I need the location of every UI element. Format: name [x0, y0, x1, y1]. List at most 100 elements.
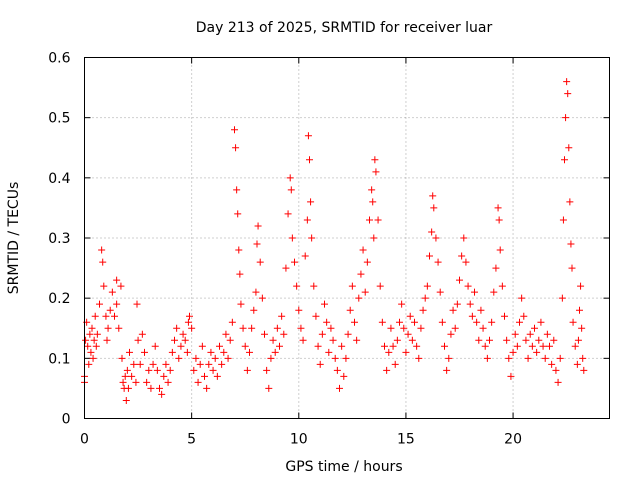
y-tick-label: 0.3	[48, 231, 70, 247]
data-point	[507, 372, 515, 380]
data-point	[445, 354, 453, 362]
data-point	[321, 300, 328, 308]
data-point	[400, 324, 408, 332]
data-point	[374, 216, 382, 224]
data-point	[389, 342, 397, 350]
grid-lines	[84, 57, 610, 419]
data-point	[156, 384, 163, 392]
data-point	[505, 354, 513, 362]
data-point	[361, 288, 369, 296]
data-point	[421, 294, 429, 302]
data-point	[271, 348, 279, 356]
data-point	[372, 168, 380, 176]
x-tick-label: 10	[290, 432, 308, 448]
data-point	[323, 318, 331, 326]
data-point	[430, 204, 438, 212]
data-point	[466, 300, 474, 308]
data-point	[564, 90, 572, 98]
data-point	[513, 342, 521, 350]
data-point	[492, 264, 500, 272]
data-point	[483, 354, 491, 362]
data-point	[566, 198, 574, 206]
data-point	[293, 282, 301, 290]
data-point	[273, 324, 281, 332]
data-point	[340, 372, 348, 380]
data-point	[93, 330, 101, 338]
data-point	[218, 360, 226, 368]
data-point	[130, 360, 138, 368]
data-point	[211, 354, 219, 362]
data-point	[402, 348, 410, 356]
data-point	[393, 336, 401, 344]
data-point	[316, 360, 324, 368]
data-point	[258, 294, 266, 302]
data-point	[325, 348, 333, 356]
data-point	[556, 354, 564, 362]
data-point	[438, 318, 446, 326]
data-point	[417, 324, 425, 332]
data-point	[171, 336, 178, 344]
data-point	[100, 282, 108, 290]
y-tick-label: 0.5	[48, 111, 70, 127]
data-point	[481, 342, 489, 350]
data-point	[209, 366, 217, 374]
y-tick-label: 0	[62, 412, 71, 428]
data-point	[153, 366, 161, 374]
data-point	[84, 342, 92, 350]
y-axis-label: SRMTID / TECUs	[6, 182, 22, 295]
data-point	[173, 324, 181, 332]
data-point	[456, 276, 463, 284]
data-point	[151, 342, 159, 350]
data-point	[122, 396, 130, 404]
data-point	[145, 366, 153, 374]
data-point	[236, 270, 244, 278]
data-point	[301, 252, 309, 260]
data-point	[304, 132, 312, 140]
x-axis-label: GPS time / hours	[285, 459, 402, 475]
data-point	[184, 318, 192, 326]
data-point	[426, 252, 433, 260]
data-point	[126, 348, 133, 356]
data-point	[276, 342, 283, 350]
data-point	[295, 306, 303, 314]
data-point	[344, 330, 352, 338]
data-point	[134, 336, 142, 344]
data-point	[331, 354, 339, 362]
data-point	[106, 306, 114, 314]
data-point	[124, 384, 132, 392]
data-point	[458, 252, 466, 260]
data-point	[123, 366, 131, 374]
data-point	[411, 318, 418, 326]
data-point	[565, 144, 573, 152]
data-point	[333, 366, 341, 374]
data-point	[368, 186, 376, 194]
data-point	[537, 318, 545, 326]
data-point	[558, 294, 566, 302]
data-point	[404, 330, 412, 338]
data-point	[312, 312, 320, 320]
data-point	[239, 324, 247, 332]
data-point	[164, 378, 172, 386]
data-point	[543, 330, 551, 338]
data-point	[231, 126, 238, 134]
data-point	[306, 156, 313, 164]
data-point	[460, 234, 468, 242]
data-point	[495, 216, 503, 224]
y-tick-label: 0.1	[48, 351, 70, 367]
data-point	[190, 366, 198, 374]
data-point	[92, 342, 100, 350]
data-point	[119, 378, 127, 386]
data-point	[408, 336, 416, 344]
data-point	[90, 336, 98, 344]
data-point	[162, 360, 170, 368]
data-point	[308, 234, 316, 242]
data-point	[423, 282, 431, 290]
data-point	[406, 312, 414, 320]
data-point	[355, 294, 363, 302]
data-point	[113, 300, 121, 308]
data-point	[183, 348, 191, 356]
data-point	[287, 186, 295, 194]
x-tick-label: 15	[397, 432, 415, 448]
data-point	[205, 360, 213, 368]
data-point	[471, 288, 478, 296]
